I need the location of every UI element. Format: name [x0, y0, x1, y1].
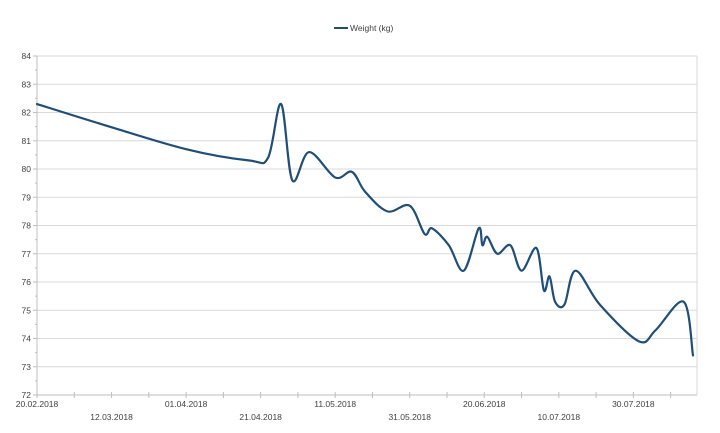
x-tick-label: 30.07.2018: [612, 399, 655, 409]
series-weight: [35, 102, 695, 357]
y-tick-label: 79: [22, 192, 32, 202]
x-tick-label: 31.05.2018: [388, 412, 431, 422]
x-tick-label: 10.07.2018: [538, 412, 581, 422]
y-tick-label: 81: [22, 136, 32, 146]
weight-line: [35, 102, 695, 357]
x-axis-labels: 20.02.2018 12.03.2018 01.04.2018 21.04.2018…: [16, 399, 655, 422]
y-tick-label: 76: [22, 277, 32, 287]
gridlines: [37, 55, 697, 368]
legend-label: Weight (kg): [350, 23, 393, 33]
y-tick-label: 78: [22, 221, 32, 231]
legend[interactable]: Weight (kg): [334, 23, 393, 33]
x-tick-label: 11.05.2018: [314, 399, 356, 409]
x-tick-label: 12.03.2018: [90, 412, 133, 422]
x-tick-label: 20.06.2018: [463, 399, 506, 409]
x-tick-label: 20.02.2018: [16, 399, 59, 409]
y-tick-label: 77: [22, 249, 32, 259]
y-tick-label: 84: [22, 51, 32, 61]
y-tick-label: 82: [22, 108, 32, 118]
y-tick-label: 83: [22, 79, 32, 89]
x-tick-label: 01.04.2018: [165, 399, 208, 409]
y-tick-label: 80: [22, 164, 32, 174]
y-tick-label: 74: [22, 334, 32, 344]
axes: [33, 55, 698, 398]
x-tick-label: 21.04.2018: [239, 412, 282, 422]
y-tick-label: 72: [22, 390, 32, 400]
y-tick-label: 73: [22, 362, 32, 372]
y-axis-labels: 72 73 74 75 76 77 78 79 80 81 82 83 84: [22, 51, 32, 400]
y-tick-label: 75: [22, 305, 32, 315]
